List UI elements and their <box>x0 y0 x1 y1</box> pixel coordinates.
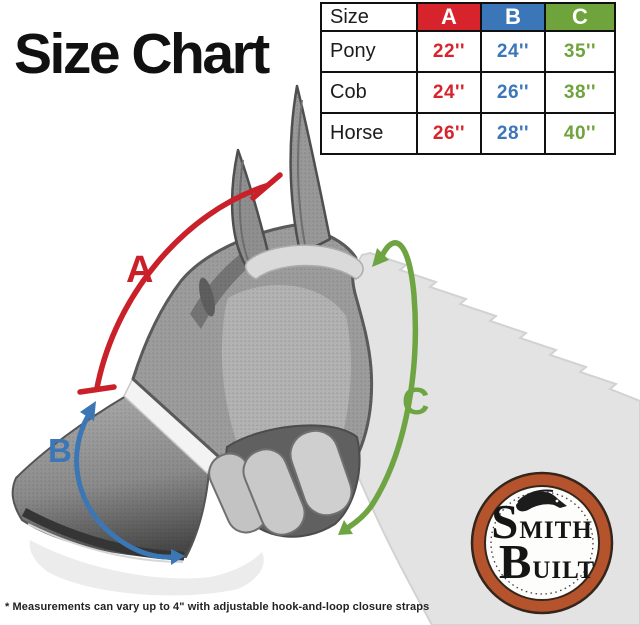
column-header-c: C <box>544 2 616 32</box>
row-name: Cob <box>320 71 418 114</box>
smith-built-logo: Smith Built <box>470 471 614 615</box>
horse-head-icon <box>516 489 567 512</box>
measure-c-arrow <box>346 240 419 530</box>
measure-b-label: B <box>48 432 72 469</box>
measure-a-arrow <box>77 172 283 395</box>
column-header-b: B <box>480 2 546 32</box>
measure-c-label: C <box>402 381 430 423</box>
table-row: Horse 26'' 28'' 40'' <box>320 112 616 155</box>
cell-value: 35'' <box>544 30 616 73</box>
cell-value: 28'' <box>480 112 546 155</box>
table-row: Pony 22'' 24'' 35'' <box>320 30 616 73</box>
footnote: * Measurements can vary up to 4" with ad… <box>5 601 430 613</box>
page-title: Size Chart <box>14 22 270 86</box>
measure-c-arrowheads <box>338 248 389 535</box>
crown-loop <box>244 244 364 280</box>
column-header-a: A <box>416 2 482 32</box>
cell-value: 40'' <box>544 112 616 155</box>
muzzle-silhouette <box>29 540 264 596</box>
measure-b-arrow <box>74 413 175 560</box>
measure-a-label: A <box>126 249 154 291</box>
size-column-header: Size <box>320 2 418 32</box>
cell-value: 26'' <box>480 71 546 114</box>
logo-word-smith: Smith <box>491 495 593 549</box>
row-name: Pony <box>320 30 418 73</box>
logo-badge <box>470 471 614 615</box>
table-header-row: Size A B C <box>320 2 616 32</box>
size-table: Size A B C Pony 22'' 24'' 35'' Cob 24'' … <box>320 2 616 155</box>
cell-value: 26'' <box>416 112 482 155</box>
nose-piece <box>11 394 211 563</box>
logo-wordmark: Smith Built <box>470 495 614 589</box>
measure-b-arrowheads <box>80 401 185 565</box>
row-name: Horse <box>320 112 418 155</box>
logo-word-built: Built <box>498 534 596 589</box>
cell-value: 24'' <box>416 71 482 114</box>
logo-dotted-ring <box>490 491 594 595</box>
closure-straps <box>208 424 361 538</box>
table-row: Cob 24'' 26'' 38'' <box>320 71 616 114</box>
cell-value: 38'' <box>544 71 616 114</box>
cell-value: 24'' <box>480 30 546 73</box>
cell-value: 22'' <box>416 30 482 73</box>
